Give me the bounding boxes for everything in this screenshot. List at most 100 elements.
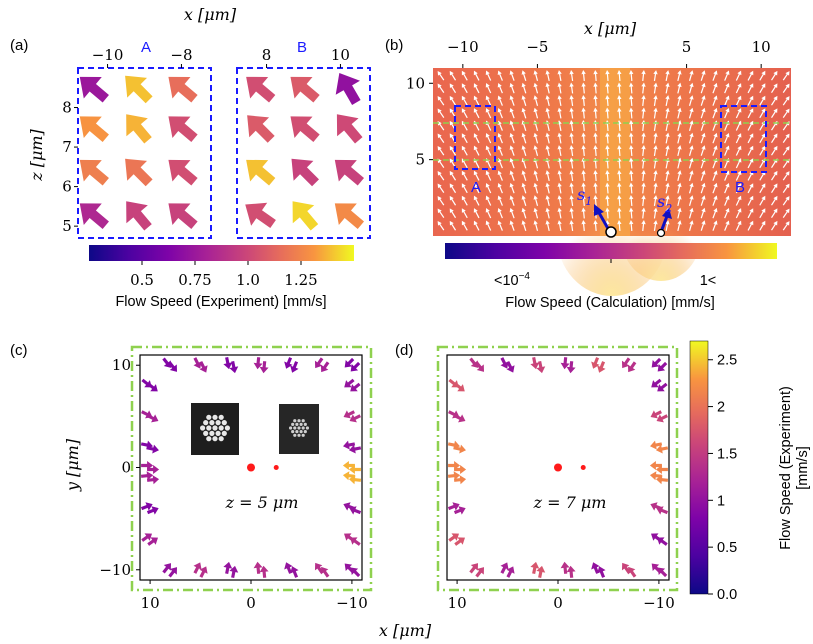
- hex-dot: [209, 420, 215, 426]
- flow-arrow: [656, 444, 669, 454]
- field-arrow: [653, 170, 658, 182]
- field-arrow: [557, 207, 562, 219]
- field-arrow: [724, 195, 730, 206]
- field-arrow: [688, 95, 694, 106]
- flow-arrow: [475, 567, 485, 578]
- field-arrow: [724, 145, 730, 156]
- field-arrow: [653, 95, 658, 107]
- field-arrow: [688, 145, 694, 156]
- x-tick-label: 5: [682, 38, 692, 56]
- flow-arrow: [348, 475, 362, 485]
- panel-a-z-axis-title: z [μm]: [27, 128, 46, 181]
- field-arrow: [712, 95, 718, 106]
- panel-cd-x-axis-title: x [μm]: [379, 621, 432, 640]
- box-b-title: B: [297, 39, 307, 56]
- flow-arrow: [350, 567, 361, 578]
- field-arrow: [593, 220, 598, 232]
- flow-arrow: [343, 410, 355, 419]
- field-arrow: [593, 132, 598, 144]
- field-arrow: [581, 195, 586, 207]
- source-1-arrowhead: [594, 204, 604, 216]
- flow-arrow: [199, 566, 208, 578]
- field-arrow: [581, 170, 586, 182]
- field-arrow: [449, 195, 457, 206]
- field-arrow: [712, 82, 718, 94]
- field-arrow: [473, 83, 480, 94]
- field-arrow: [735, 120, 742, 131]
- field-arrow: [533, 107, 539, 119]
- field-arrow: [569, 95, 574, 107]
- field-arrow: [557, 170, 562, 182]
- colorbar-b: [445, 243, 777, 259]
- inset-large-hex-pattern: [200, 414, 230, 442]
- flow-arrow: [597, 361, 606, 373]
- flow-arrow: [125, 158, 153, 187]
- field-arrow: [677, 107, 682, 119]
- field-arrow: [497, 95, 503, 106]
- colorbar-tick-label: 0.75: [178, 271, 211, 289]
- field-arrow: [641, 170, 646, 182]
- field-arrow: [521, 170, 527, 181]
- hex-dot: [218, 436, 224, 442]
- field-arrow: [782, 96, 790, 106]
- field-arrow: [605, 195, 610, 207]
- flow-arrow: [657, 567, 668, 578]
- field-arrow: [700, 95, 706, 106]
- field-arrow: [688, 220, 694, 231]
- flow-arrow: [453, 444, 466, 454]
- field-arrow: [617, 182, 622, 194]
- field-arrow: [533, 220, 539, 231]
- flow-arrow: [168, 203, 198, 229]
- flow-arrow: [349, 506, 362, 515]
- field-arrow: [677, 170, 682, 182]
- field-arrow: [485, 108, 492, 119]
- flow-arrow: [530, 561, 540, 574]
- colorbar-tick-label: 2.5: [717, 353, 737, 369]
- field-arrow: [782, 133, 790, 143]
- x-tick-label: −8: [170, 46, 192, 64]
- flow-arrow: [245, 202, 276, 229]
- flow-arrow: [651, 378, 662, 388]
- hex-dot: [301, 433, 305, 437]
- colorbar-b-low-label: <10−4: [494, 271, 530, 289]
- hex-dot: [289, 426, 293, 430]
- field-arrow: [569, 157, 574, 169]
- colorbar-b-high-label: 1<: [700, 273, 717, 289]
- flow-arrow: [141, 533, 153, 542]
- hex-dot: [209, 430, 215, 436]
- y-tick-label: 0: [121, 459, 131, 477]
- field-arrow: [735, 195, 742, 206]
- field-arrow: [641, 95, 646, 107]
- field-arrow: [771, 220, 778, 231]
- field-arrow: [569, 120, 574, 132]
- flow-arrow: [253, 561, 263, 574]
- field-arrow: [641, 145, 646, 157]
- flow-arrow: [560, 357, 570, 370]
- field-arrow: [700, 132, 706, 144]
- field-arrow: [724, 107, 730, 119]
- panel-d-ticks: 10 0 −10: [448, 463, 675, 612]
- flow-arrow: [627, 566, 637, 578]
- source-1-marker: [605, 226, 617, 238]
- flow-arrow: [506, 566, 515, 578]
- field-arrow: [735, 95, 742, 106]
- flow-arrow: [147, 465, 160, 474]
- field-arrow: [688, 70, 694, 81]
- colorbar-tick-label: 1: [717, 493, 725, 509]
- flow-arrow: [343, 440, 356, 450]
- field-arrow: [677, 157, 682, 169]
- field-arrow: [617, 107, 622, 119]
- z-tick-label: 5: [62, 217, 72, 235]
- field-arrow: [629, 157, 634, 169]
- field-arrow: [533, 95, 539, 106]
- field-arrow: [629, 182, 634, 194]
- field-arrow: [509, 120, 515, 131]
- field-arrow: [545, 82, 550, 94]
- hex-dot: [301, 419, 305, 423]
- flow-arrow: [292, 201, 319, 231]
- flow-arrow: [162, 357, 172, 368]
- field-arrow: [617, 220, 622, 232]
- flow-arrow: [506, 361, 515, 373]
- colorbar-tick-label: 0.5: [130, 271, 154, 289]
- field-arrow: [688, 120, 694, 131]
